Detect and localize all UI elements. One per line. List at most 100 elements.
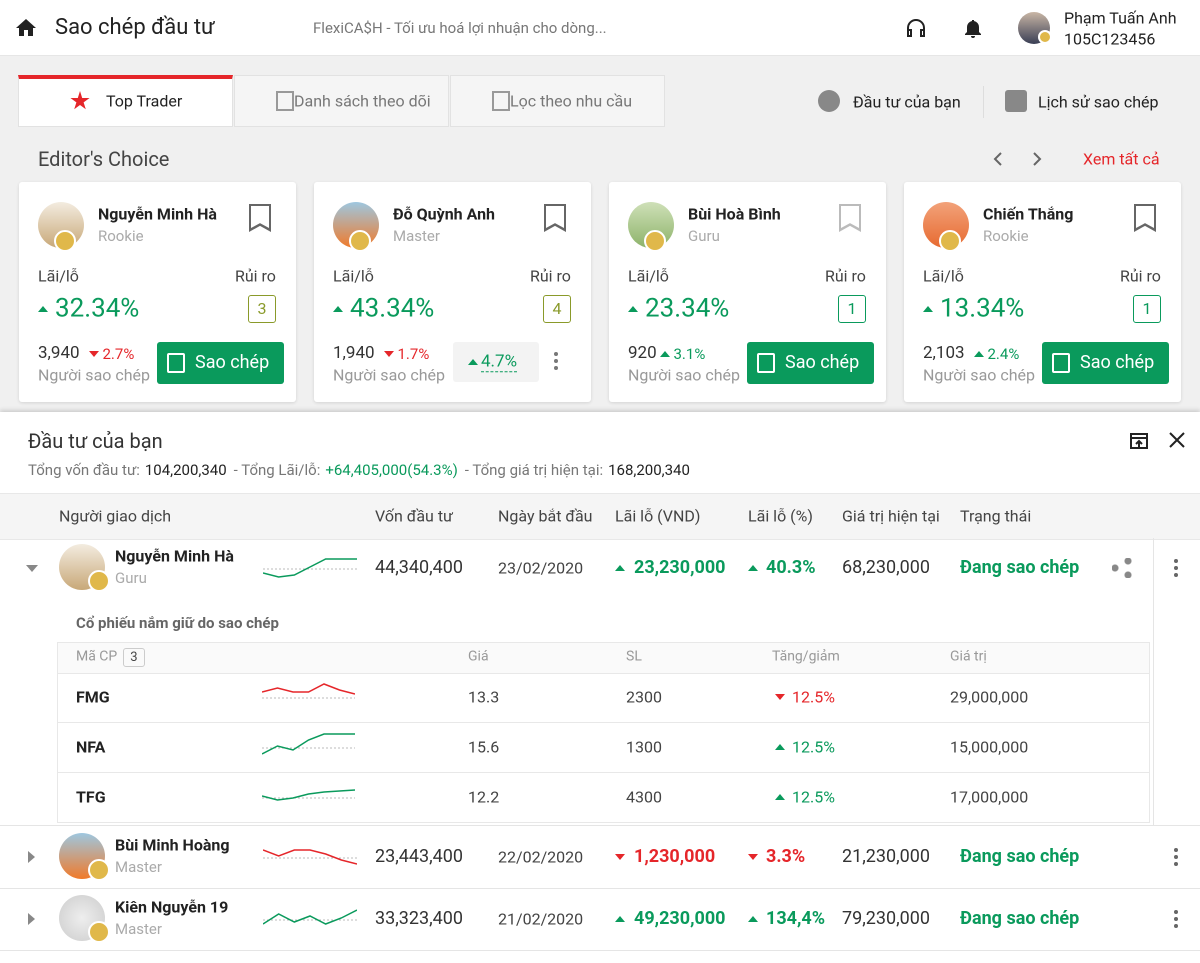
tab[interactable]	[234, 75, 449, 127]
risk-label: Rủi ro	[1120, 266, 1161, 286]
capital: 23,443,400	[375, 846, 464, 868]
next-arrow[interactable]	[1027, 150, 1045, 168]
sparkline	[263, 909, 357, 925]
support-icon[interactable]	[904, 16, 928, 40]
bell-icon[interactable]	[961, 16, 985, 40]
close-icon[interactable]	[1167, 430, 1187, 450]
row-border	[0, 825, 1200, 826]
more-icon[interactable]	[1174, 910, 1178, 914]
copy-button-label: Sao chép	[195, 352, 270, 374]
prev-arrow[interactable]	[990, 150, 1008, 168]
follow-inner	[1136, 206, 1154, 228]
quantity: 2300	[626, 687, 662, 707]
current-value: 79,230,000	[842, 908, 931, 930]
risk-box: 1	[838, 295, 866, 323]
trader-name: Nguyễn Minh Hà	[98, 204, 217, 224]
price: 12.2	[468, 787, 500, 807]
column-header: Người giao dịch	[59, 506, 172, 526]
status: Đang sao chép	[960, 908, 1080, 930]
followers-label: Người sao chép	[333, 365, 446, 385]
trader-name: Chiến Thắng	[983, 204, 1074, 224]
trend-arrow	[615, 565, 625, 571]
risk-box: 4	[543, 295, 571, 323]
trader-level: Rookie	[983, 227, 1029, 245]
followers-label: Người sao chép	[923, 365, 1036, 385]
pnl-label: Lãi/lỗ	[333, 266, 374, 286]
see-all-link[interactable]: Xem tất cả	[1083, 149, 1160, 169]
trend-arrow	[88, 351, 99, 357]
sparkline-path	[263, 558, 357, 578]
copy-button[interactable]: Sao chép	[747, 342, 874, 384]
pnl-pct: 40.3%	[766, 557, 816, 579]
tab[interactable]	[450, 75, 665, 127]
copy-button-label: Sao chép	[1080, 352, 1155, 374]
holdings-column: Tăng/giảm	[772, 648, 840, 665]
more-icon[interactable]	[1174, 559, 1178, 563]
arrow-shape	[1033, 152, 1042, 166]
followers-label: Người sao chép	[38, 365, 151, 385]
column-header: Vốn đầu tư	[375, 506, 453, 526]
trader-name: Bùi Hoà Bình	[688, 204, 781, 224]
row-border	[0, 950, 1200, 951]
popout-icon[interactable]	[1128, 430, 1150, 452]
level-badge	[88, 921, 110, 943]
level-badge	[644, 230, 666, 252]
trend-arrow	[659, 351, 670, 357]
trader-card: Nguyễn Minh Hà Rookie Lãi/lỗ Rủi ro 32.34% 3 3…	[19, 182, 296, 402]
follow-inner	[251, 206, 269, 228]
trader-card: Bùi Hoà Bình Guru Lãi/lỗ Rủi ro 23.34% 1 920 3.…	[609, 182, 886, 402]
trend-arrow	[38, 306, 48, 312]
more-icon[interactable]	[554, 352, 558, 356]
start-date: 22/02/2020	[498, 847, 584, 867]
expand-arrow[interactable]	[28, 913, 35, 925]
support-shape	[907, 19, 925, 37]
summary-label: - Tổng Lãi/lỗ:	[233, 461, 321, 479]
link-icon[interactable]	[1005, 90, 1027, 112]
share-icon[interactable]	[1112, 558, 1132, 578]
follower-count: 3,940	[38, 342, 80, 363]
holdings-column: Giá trị	[950, 648, 987, 665]
more-icon[interactable]	[1174, 848, 1178, 852]
trend-arrow	[748, 854, 758, 860]
trend-arrow	[615, 854, 625, 860]
home-shape	[16, 19, 36, 36]
pnl-label: Lãi/lỗ	[923, 266, 964, 286]
banner[interactable]: FlexiCA$H - Tối ưu hoá lợi nhuận cho dòn…	[313, 19, 607, 37]
tab[interactable]	[18, 75, 233, 127]
copy-button[interactable]: Sao chép	[1042, 342, 1169, 384]
follow-inner	[841, 206, 859, 228]
level-badge	[88, 570, 110, 592]
copy-change: 4.7%	[481, 351, 518, 373]
sparkline	[263, 849, 357, 865]
pnl-value: 13.34%	[940, 293, 1025, 324]
link-icon[interactable]	[818, 90, 840, 112]
portfolio-title: Đầu tư của bạn	[28, 429, 163, 453]
follower-count: 1,940	[333, 342, 375, 363]
column-header: Ngày bắt đầu	[498, 506, 593, 526]
expand-arrow[interactable]	[28, 851, 35, 863]
sparkline-path	[262, 683, 355, 695]
sparkline	[262, 683, 355, 699]
trader-card: Đỗ Quỳnh Anh Master Lãi/lỗ Rủi ro 43.34% 4 1,9…	[314, 182, 591, 402]
home-icon[interactable]	[14, 16, 38, 40]
copy-icon	[1052, 353, 1070, 373]
change: 12.5%	[792, 687, 835, 707]
trend-arrow	[923, 306, 933, 312]
sparkline	[263, 558, 357, 578]
trader-card: Chiến Thắng Rookie Lãi/lỗ Rủi ro 13.34% 1 2,10…	[904, 182, 1181, 402]
collapse-arrow[interactable]	[26, 565, 38, 572]
current-value: 21,230,000	[842, 846, 931, 868]
trend-arrow	[615, 916, 625, 922]
stock-code: NFA	[76, 737, 106, 757]
copy-button[interactable]: Sao chép	[157, 342, 284, 384]
status: Đang sao chép	[960, 557, 1080, 579]
quantity: 4300	[626, 787, 662, 807]
capital: 33,323,400	[375, 908, 464, 930]
trader-name: Kiên Nguyễn 19	[115, 897, 229, 917]
trend-arrow	[775, 794, 785, 800]
holdings-table	[57, 642, 1150, 823]
risk-label: Rủi ro	[825, 266, 866, 286]
quantity: 1300	[626, 737, 662, 757]
sparkline-path	[262, 789, 355, 801]
